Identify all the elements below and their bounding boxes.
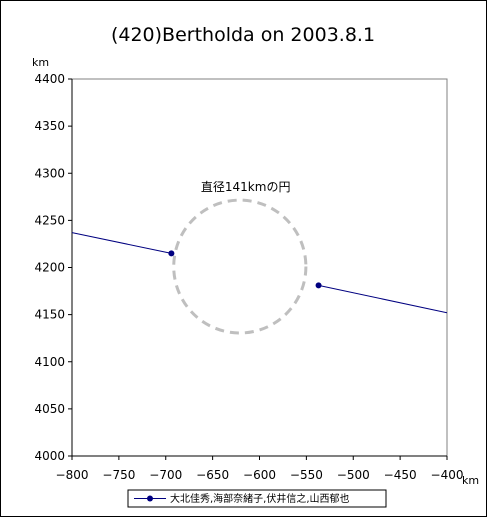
- x-tick-label: −650: [196, 468, 229, 482]
- chart-title: (420)Bertholda on 2003.8.1: [111, 24, 375, 46]
- series-line-segment: [318, 284, 447, 314]
- legend-box: [127, 489, 387, 508]
- y-tick-label: 4250: [34, 213, 65, 227]
- series-point: [168, 250, 175, 257]
- series-point: [315, 282, 322, 289]
- y-tick-label: 4050: [34, 402, 65, 416]
- x-tick-label: −400: [431, 468, 464, 482]
- circle-annotation: 直径141kmの円: [201, 180, 291, 194]
- x-axis-unit: km: [462, 474, 479, 487]
- series-line-segment: [72, 232, 172, 254]
- y-axis-unit: km: [32, 56, 49, 69]
- y-tick-label: 4150: [34, 308, 65, 322]
- x-axis: −800 −750 −700 −650 −600 −550 −500 −450 −400: [56, 455, 464, 482]
- y-axis: 4000 4050 4100 4150 4200 4250 4300 4350 4400: [34, 72, 73, 463]
- x-tick-label: −500: [337, 468, 370, 482]
- x-tick-label: −550: [290, 468, 323, 482]
- plot-content: [72, 198, 447, 335]
- legend-series-label: 大北佳秀,海部奈緒子,伏井信之,山西郁也: [170, 492, 350, 505]
- plot-area: [71, 78, 448, 457]
- y-tick-label: 4300: [34, 166, 65, 180]
- reference-circle: [172, 198, 308, 335]
- x-tick-label: −450: [384, 468, 417, 482]
- y-tick-label: 4200: [34, 261, 65, 275]
- y-tick-label: 4400: [34, 72, 65, 86]
- y-tick-label: 4350: [34, 119, 65, 133]
- legend-marker-swatch: [147, 495, 153, 502]
- x-tick-label: −600: [243, 468, 276, 482]
- x-tick-label: −750: [102, 468, 135, 482]
- legend: 大北佳秀,海部奈緒子,伏井信之,山西郁也: [127, 489, 387, 508]
- x-tick-label: −700: [149, 468, 182, 482]
- x-tick-label: −800: [56, 468, 89, 482]
- y-tick-label: 4100: [34, 355, 65, 369]
- y-tick-label: 4000: [34, 449, 65, 463]
